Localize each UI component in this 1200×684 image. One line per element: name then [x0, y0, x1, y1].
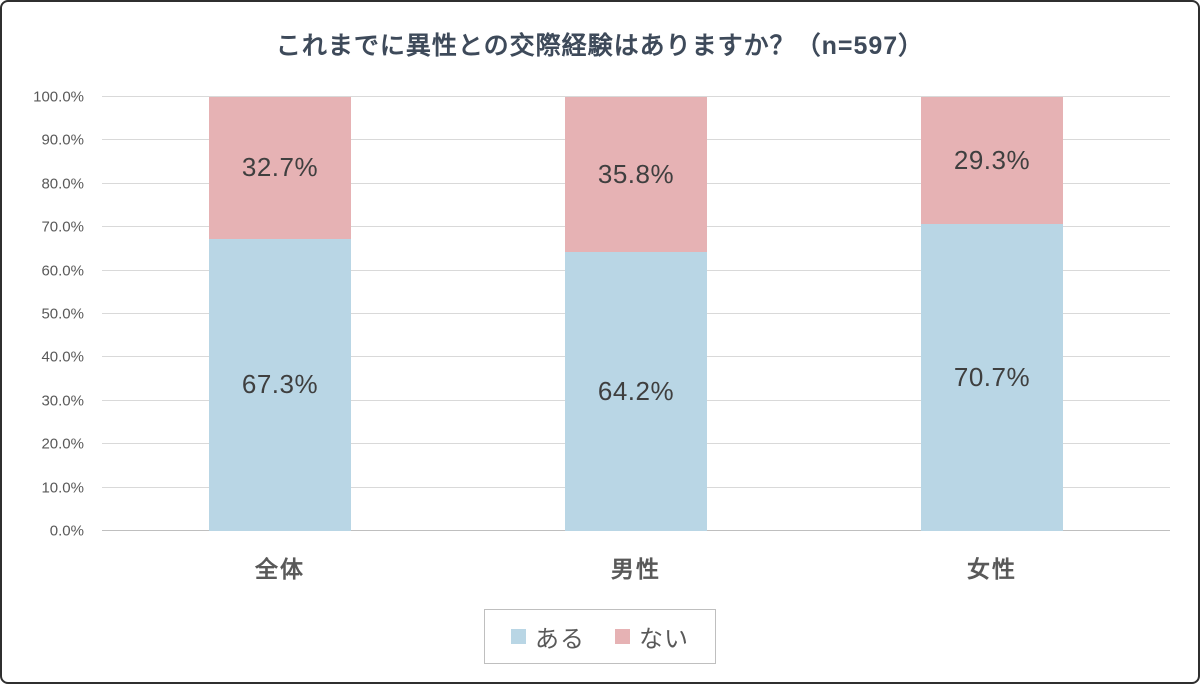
y-tick-label: 10.0%: [41, 479, 84, 497]
bar-slot: 67.3% 32.7%: [102, 97, 458, 531]
stacked-bar: 70.7% 29.3%: [921, 97, 1063, 531]
y-tick-label: 20.0%: [41, 435, 84, 453]
stacked-bar: 67.3% 32.7%: [209, 97, 351, 531]
y-tick-label: 60.0%: [41, 262, 84, 280]
y-axis: 0.0% 10.0% 20.0% 30.0% 40.0% 50.0% 60.0% 70.0% 8…: [2, 89, 92, 540]
bars-row: 67.3% 32.7% 64.2% 35.8% 70.7% 29.3%: [102, 97, 1170, 531]
x-axis: 全体 男性 女性: [102, 550, 1170, 584]
y-tick-label: 0.0%: [49, 522, 84, 540]
legend-swatch-icon: [511, 629, 526, 644]
legend-label: ある: [535, 626, 585, 653]
bar-segment-nai: 29.3%: [921, 97, 1063, 225]
data-label-aru: 67.3%: [241, 369, 319, 400]
chart-title: これまでに異性との交際経験はありますか？（n=597）: [275, 32, 925, 60]
data-label-nai: 29.3%: [953, 145, 1031, 176]
data-label-nai: 32.7%: [241, 152, 319, 183]
y-tick-label: 40.0%: [41, 348, 84, 366]
data-label-aru: 70.7%: [953, 362, 1031, 393]
y-tick-label: 80.0%: [41, 175, 84, 193]
data-label-nai: 35.8%: [597, 159, 675, 190]
legend: ある ない: [484, 609, 716, 664]
bar-segment-nai: 35.8%: [565, 97, 707, 253]
bar-segment-nai: 32.7%: [209, 97, 351, 239]
legend-item-nai: ない: [615, 619, 689, 654]
gridline: [102, 96, 1170, 97]
y-tick-label: 50.0%: [41, 305, 84, 323]
bar-slot: 64.2% 35.8%: [458, 97, 814, 531]
bar-segment-aru: 64.2%: [565, 252, 707, 531]
y-tick-label: 30.0%: [41, 392, 84, 410]
data-label-aru: 64.2%: [597, 376, 675, 407]
y-tick-label: 100.0%: [33, 88, 84, 106]
legend-label: ない: [639, 626, 689, 653]
bar-segment-aru: 67.3%: [209, 238, 351, 531]
category-label: 男性: [611, 556, 661, 582]
bar-segment-aru: 70.7%: [921, 224, 1063, 531]
y-tick-label: 70.0%: [41, 218, 84, 236]
category-label: 全体: [255, 556, 305, 582]
stacked-bar: 64.2% 35.8%: [565, 97, 707, 531]
y-tick-label: 90.0%: [41, 131, 84, 149]
legend-item-aru: ある: [511, 619, 585, 654]
bar-slot: 70.7% 29.3%: [814, 97, 1170, 531]
legend-swatch-icon: [615, 629, 630, 644]
plot-area: 67.3% 32.7% 64.2% 35.8% 70.7% 29.3%: [102, 96, 1170, 531]
category-label: 女性: [967, 556, 1017, 582]
